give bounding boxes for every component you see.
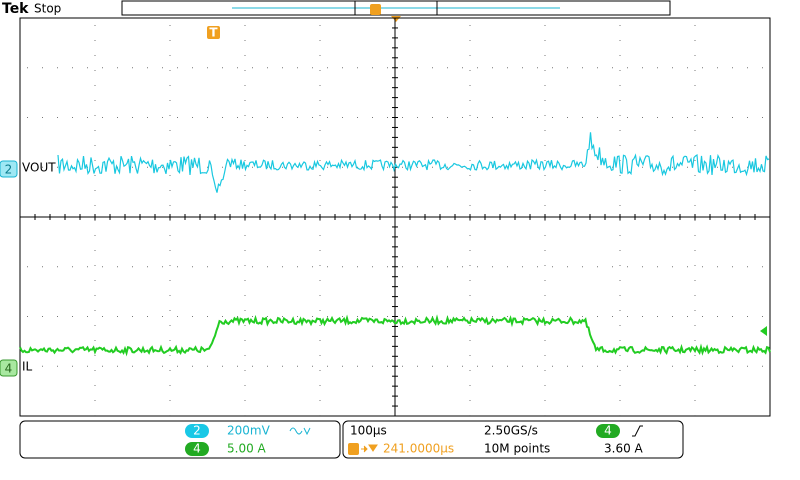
- channel-number: 4: [5, 362, 13, 376]
- timebase: 100µs: [350, 424, 387, 438]
- trigger-slope-icon: [632, 425, 643, 437]
- graticule: [19, 17, 771, 417]
- record-length: 10M points: [484, 442, 550, 456]
- trigger-icon: [370, 4, 381, 15]
- trigger-position: 241.0000µs: [383, 442, 454, 456]
- record-window: [354, 0, 438, 16]
- channel-label: VOUT: [22, 161, 56, 175]
- sample-rate: 2.50GS/s: [484, 424, 538, 438]
- trigger-level-marker: [760, 326, 767, 336]
- channel-badge: [185, 424, 209, 438]
- trigger-arrow: [391, 16, 401, 22]
- channel-number: 2: [193, 424, 201, 438]
- channel-badge: [0, 160, 18, 178]
- trigger-source: 4: [604, 424, 612, 438]
- trigger-marker: T: [209, 26, 218, 40]
- channel-label: IL: [22, 360, 33, 374]
- channel-badge: [596, 424, 620, 438]
- vertical-panel: [19, 420, 341, 459]
- brand: Tek: [2, 1, 29, 17]
- trigger-level: 3.60 A: [604, 442, 644, 456]
- channel-badge: [185, 442, 209, 456]
- channel-number: 2: [5, 163, 13, 177]
- trigger-icon: [348, 443, 359, 455]
- ch4-scale: 5.00 A: [227, 442, 267, 456]
- channel-number: 4: [193, 442, 201, 456]
- bandwidth-icon: [289, 427, 311, 436]
- vout-waveform: [57, 132, 770, 193]
- il-waveform: [19, 314, 771, 357]
- traces: [19, 132, 771, 357]
- trigger-position-icon: [361, 444, 378, 453]
- acquisition-status: Stop: [34, 2, 61, 16]
- trigger-marker-bg: [207, 26, 220, 39]
- ch2-scale: 200mV: [227, 424, 271, 438]
- channel-badge: [0, 359, 18, 377]
